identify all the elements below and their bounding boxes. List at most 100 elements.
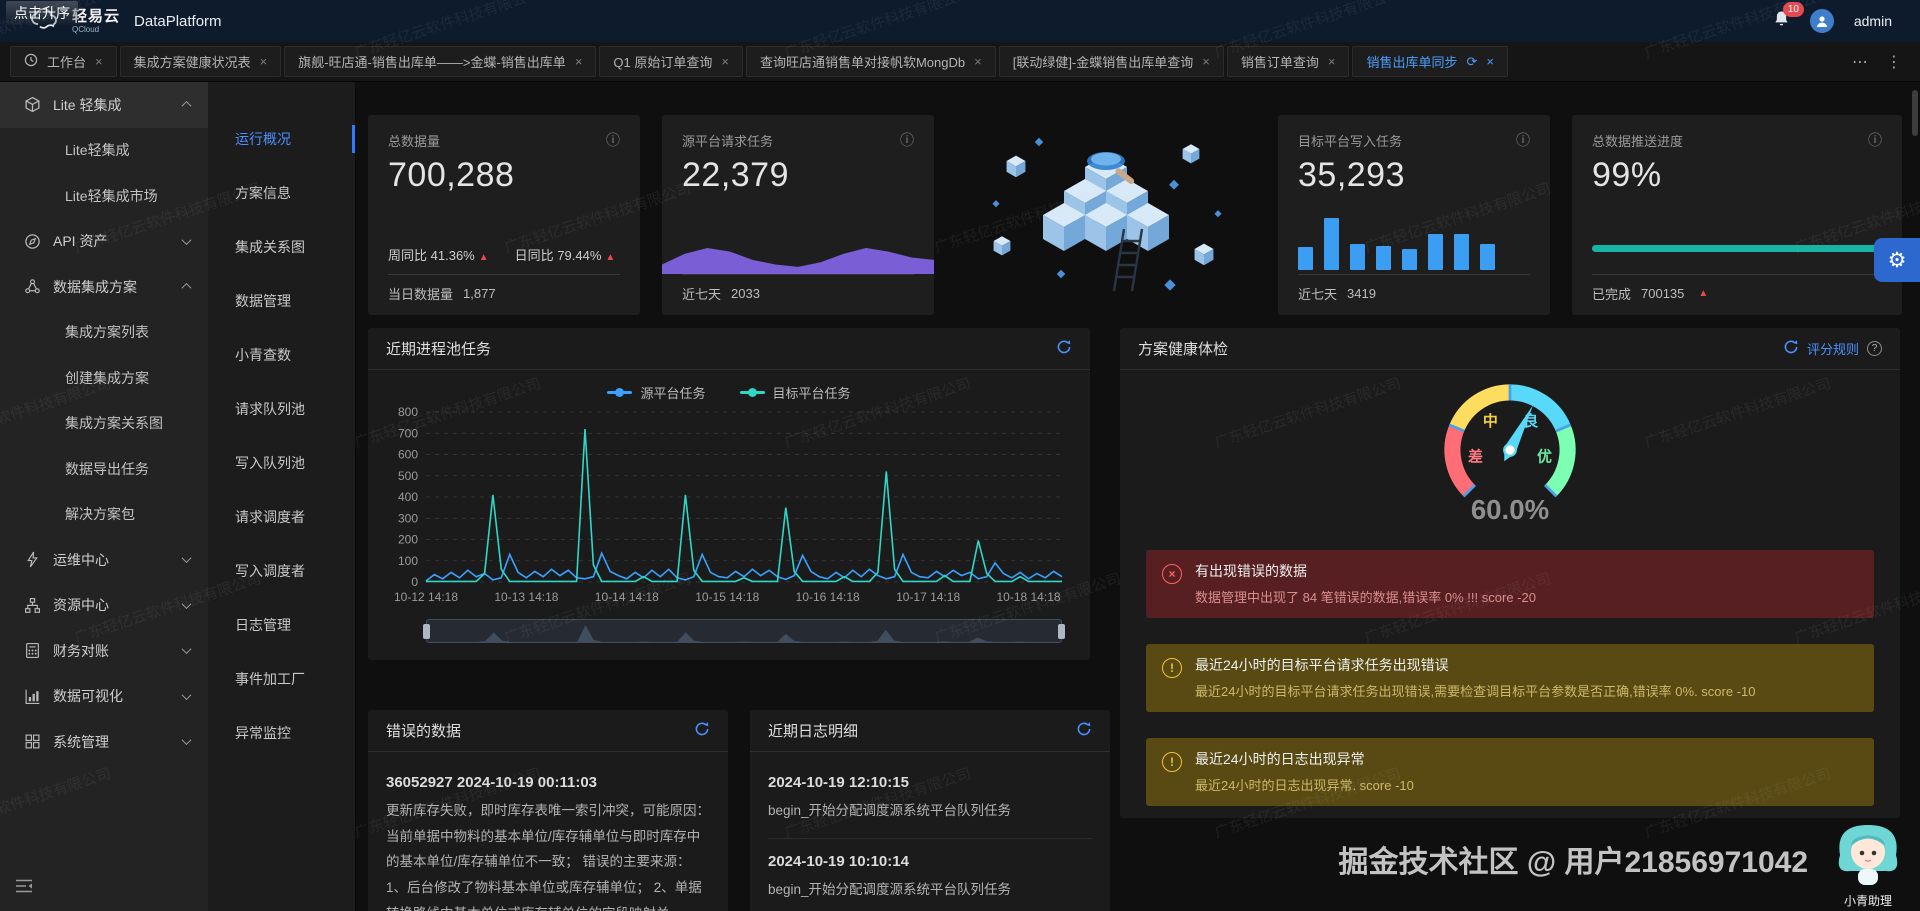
refresh-icon[interactable]: ⟳	[1466, 53, 1478, 69]
scoring-rules-link[interactable]: 评分规则	[1806, 342, 1859, 357]
close-icon[interactable]: ×	[95, 54, 103, 69]
submenu-item-log-management[interactable]: 日志管理	[235, 617, 291, 633]
tab-workbench[interactable]: 工作台 ×	[10, 46, 117, 77]
tab-health-report[interactable]: 集成方案健康状况表 ×	[119, 46, 282, 77]
sidebar-collapse-icon[interactable]	[14, 878, 34, 899]
close-icon[interactable]: ×	[974, 54, 982, 69]
error-entry[interactable]: 36052927 2024-10-19 00:11:03 更新库存失败，即时库存…	[386, 774, 710, 911]
legend-target-tasks[interactable]: 目标平台任务	[739, 383, 851, 402]
legend-source-tasks[interactable]: 源平台任务	[607, 383, 706, 402]
log-entry[interactable]: 2024-10-19 10:10:14 begin_开始分配调度源系统平台队列任…	[768, 839, 1092, 911]
submenu-item-integration-graph[interactable]: 集成关系图	[235, 239, 305, 255]
brand-name: 轻易云	[72, 7, 121, 25]
svg-text:10-18 14:18: 10-18 14:18	[996, 590, 1060, 604]
info-icon[interactable]: ⓘ	[900, 132, 914, 148]
alert-error-data: × 有出现错误的数据 数据管理中出现了 84 笔错误的数据,错误率 0% !!! …	[1146, 550, 1874, 618]
submenu-item-write-queue[interactable]: 写入队列池	[235, 455, 305, 471]
close-icon[interactable]: ×	[1486, 54, 1494, 69]
submenu-item-event-factory[interactable]: 事件加工厂	[235, 671, 305, 687]
app-title: DataPlatform	[134, 12, 222, 30]
sidebar-item-lite-market[interactable]: Lite轻集成市场	[65, 187, 158, 204]
sidebar-item-create-solution[interactable]: 创建集成方案	[65, 369, 149, 386]
sidebar-item-data-visualization[interactable]: 数据可视化	[0, 674, 208, 720]
close-icon[interactable]: ×	[259, 54, 268, 69]
submenu-item-request-scheduler[interactable]: 请求调度者	[235, 509, 305, 525]
chevron-down-icon	[181, 553, 192, 564]
up-arrow-icon: ▲	[1698, 288, 1709, 299]
legend-marker	[607, 388, 633, 397]
submenu-item-exception-monitor[interactable]: 异常监控	[235, 725, 291, 741]
assistant-mascot[interactable]: 小青助理	[1822, 819, 1914, 909]
notification-badge: 10	[1782, 2, 1804, 17]
brush-handle-left[interactable]	[423, 624, 430, 639]
sidebar-item-system-management[interactable]: 系统管理	[0, 719, 208, 765]
close-icon[interactable]: ×	[1202, 54, 1210, 69]
sidebar-item-solution-list[interactable]: 集成方案列表	[65, 324, 149, 341]
sidebar-item-lite-sub[interactable]: Lite轻集成	[65, 142, 130, 159]
scrollbar-thumb[interactable]	[1912, 90, 1918, 136]
submenu-item-data-management[interactable]: 数据管理	[235, 293, 291, 309]
sidebar-item-solution-graph[interactable]: 集成方案关系图	[65, 415, 163, 432]
username-label[interactable]: admin	[1853, 13, 1892, 29]
question-icon[interactable]: ?	[1867, 341, 1882, 356]
panel-title: 错误的数据	[386, 723, 462, 740]
submenu-item-solution-info[interactable]: 方案信息	[235, 185, 291, 201]
submenu-item-request-queue[interactable]: 请求队列池	[235, 401, 305, 417]
refresh-icon[interactable]	[1076, 721, 1092, 741]
sidebar-item-finance-reconcile[interactable]: 财务对账	[0, 628, 208, 674]
refresh-icon[interactable]	[1783, 339, 1799, 358]
tab-wdt-mongdb[interactable]: 查询旺店通销售单对接帆软MongDb ×	[745, 46, 996, 77]
health-check-panel: 方案健康体检 评分规则 ? 差 中 良 优	[1120, 328, 1900, 818]
bar	[1324, 217, 1339, 270]
panel-title: 近期日志明细	[768, 723, 859, 740]
refresh-icon[interactable]	[694, 721, 710, 741]
close-icon[interactable]: ×	[721, 54, 729, 69]
submenu-item-xiaoqing-query[interactable]: 小青查数	[235, 347, 291, 363]
svg-text:10-13 14:18: 10-13 14:18	[494, 590, 558, 604]
tab-flagship-outbound[interactable]: 旗舰-旺店通-销售出库单——>金蝶-销售出库单 ×	[284, 46, 597, 77]
more-tabs-icon[interactable]: ⋯	[1852, 53, 1868, 71]
brush-handle-right[interactable]	[1058, 624, 1065, 639]
close-icon[interactable]: ×	[1327, 54, 1336, 69]
sidebar-item-solution-package[interactable]: 解决方案包	[65, 506, 135, 523]
boot-overlay-text: 点击升序	[6, 1, 78, 25]
settings-gear-button[interactable]: ⚙	[1874, 238, 1920, 282]
svg-text:0: 0	[411, 575, 418, 589]
log-entry[interactable]: 2024-10-19 12:10:15 begin_开始分配调度源系统平台队列任…	[768, 760, 1092, 839]
svg-text:700: 700	[398, 426, 418, 440]
bar	[1298, 246, 1313, 270]
info-icon[interactable]: ⓘ	[606, 132, 620, 148]
tab-sales-orders[interactable]: 销售订单查询 ×	[1226, 46, 1350, 77]
sidebar-item-export-tasks[interactable]: 数据导出任务	[65, 460, 149, 477]
bar	[1376, 245, 1391, 270]
submenu-item-write-scheduler[interactable]: 写入调度者	[235, 563, 305, 579]
up-arrow-icon: ▲	[478, 252, 489, 263]
tab-outbound-sync-active[interactable]: 销售出库单同步 ⟳ ×	[1352, 46, 1508, 77]
svg-text:10-12 14:18: 10-12 14:18	[394, 590, 458, 604]
grid-icon	[24, 733, 41, 750]
panel-title: 近期进程池任务	[386, 341, 492, 358]
sidebar-item-resource-center[interactable]: 资源中心	[0, 583, 208, 629]
user-avatar[interactable]	[1809, 9, 1834, 33]
submenu-item-overview[interactable]: 运行概况	[208, 112, 355, 166]
chart-range-brush[interactable]	[423, 619, 1065, 643]
up-arrow-icon: ▲	[605, 252, 616, 263]
close-icon[interactable]: ×	[574, 54, 583, 69]
bolt-icon	[24, 551, 41, 568]
sidebar-item-api-assets[interactable]: API 资产	[0, 219, 208, 265]
info-icon[interactable]: ⓘ	[1868, 132, 1882, 148]
daily-yoy-stat: 日同比 79.44% ▲	[514, 248, 616, 263]
tab-liandong-kingdee[interactable]: [联动绿健]-金蝶销售出库单查询 ×	[998, 46, 1224, 77]
svg-text:500: 500	[398, 469, 418, 483]
svg-text:10-15 14:18: 10-15 14:18	[695, 590, 759, 604]
sidebar-item-ops-center[interactable]: 运维中心	[0, 537, 208, 583]
tab-menu-kebab-icon[interactable]: ⋮	[1886, 53, 1902, 71]
notifications-button[interactable]: 10	[1773, 2, 1804, 32]
sidebar-item-data-integration[interactable]: 数据集成方案	[0, 264, 208, 310]
refresh-icon[interactable]	[1056, 339, 1072, 359]
info-icon[interactable]: ⓘ	[1516, 132, 1530, 148]
tab-q1-orders[interactable]: Q1 原始订单查询 ×	[599, 46, 743, 77]
svg-text:300: 300	[398, 511, 418, 525]
sidebar-item-lite-integration[interactable]: Lite 轻集成	[0, 82, 208, 128]
kpi-card-total-data: 总数据量 ⓘ 700,288 周同比 41.36% ▲ 日同比 79.44% ▲ 当日…	[368, 115, 640, 315]
